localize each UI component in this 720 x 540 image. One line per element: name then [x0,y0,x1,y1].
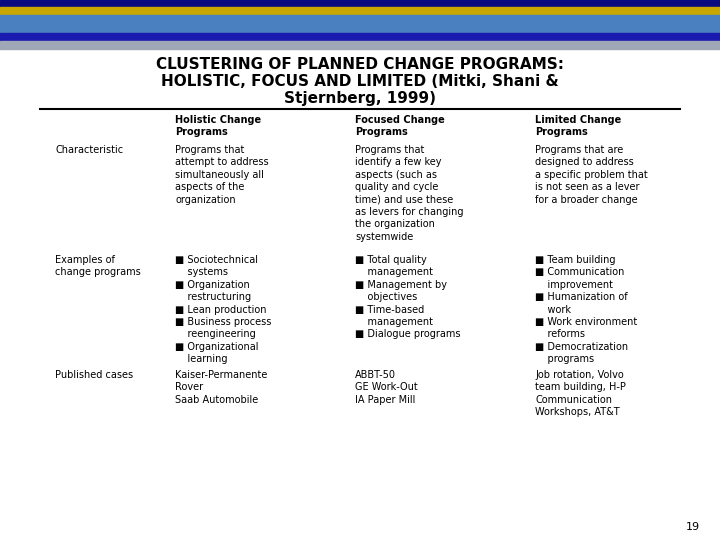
Bar [0,0,720,7]
Text: Focused Change
Programs: Focused Change Programs [355,115,445,137]
Text: Limited Change
Programs: Limited Change Programs [535,115,621,137]
Bar [0,33,720,41]
Text: 19: 19 [686,522,700,532]
Bar [0,41,720,49]
Text: ■ Total quality
    management
■ Management by
    objectives
■ Time-based
    m: ■ Total quality management ■ Management … [355,255,461,340]
Text: Stjernberg, 1999): Stjernberg, 1999) [284,91,436,106]
Text: ■ Sociotechnical
    systems
■ Organization
    restructuring
■ Lean production
: ■ Sociotechnical systems ■ Organization … [175,255,271,364]
Bar [0,7,720,15]
Text: Job rotation, Volvo
team building, H-P
Communication
Workshops, AT&T: Job rotation, Volvo team building, H-P C… [535,370,626,417]
Text: Holistic Change
Programs: Holistic Change Programs [175,115,261,137]
Text: CLUSTERING OF PLANNED CHANGE PROGRAMS:: CLUSTERING OF PLANNED CHANGE PROGRAMS: [156,57,564,72]
Text: Examples of
change programs: Examples of change programs [55,255,140,278]
Text: Programs that
identify a few key
aspects (such as
quality and cycle
time) and us: Programs that identify a few key aspects… [355,145,464,242]
Text: Published cases: Published cases [55,370,133,380]
Text: ABBT-50
GE Work-Out
IA Paper Mill: ABBT-50 GE Work-Out IA Paper Mill [355,370,418,405]
Text: Programs that are
designed to address
a specific problem that
is not seen as a l: Programs that are designed to address a … [535,145,648,205]
Text: HOLISTIC, FOCUS AND LIMITED (Mitki, Shani &: HOLISTIC, FOCUS AND LIMITED (Mitki, Shan… [161,74,559,89]
Text: Characteristic: Characteristic [55,145,123,155]
Text: Programs that
attempt to address
simultaneously all
aspects of the
organization: Programs that attempt to address simulta… [175,145,269,205]
Bar [0,15,720,33]
Text: ■ Team building
■ Communication
    improvement
■ Humanization of
    work
■ Wor: ■ Team building ■ Communication improvem… [535,255,637,364]
Text: Kaiser-Permanente
Rover
Saab Automobile: Kaiser-Permanente Rover Saab Automobile [175,370,267,405]
